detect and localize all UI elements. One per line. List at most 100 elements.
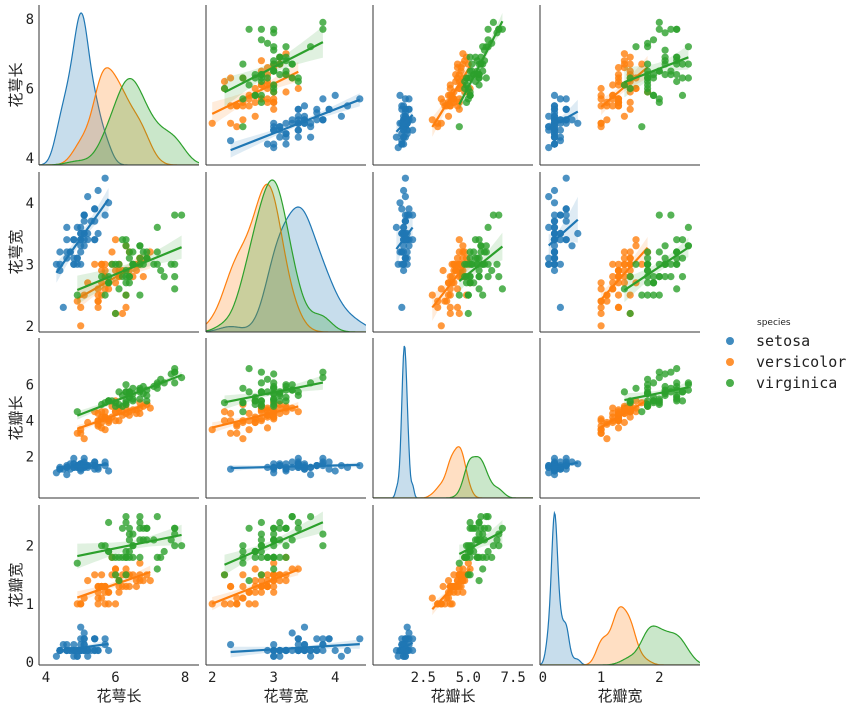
point-setosa-36 — [94, 229, 102, 238]
point-setosa-36 — [300, 102, 309, 110]
point-virginica-25 — [644, 248, 652, 256]
point-versicolor-29 — [597, 285, 605, 293]
point-setosa-48 — [401, 217, 409, 225]
point-virginica-7 — [488, 266, 496, 275]
point-virginica-30 — [484, 36, 492, 44]
regression-line-virginica — [76, 246, 183, 292]
point-setosa-32 — [84, 193, 92, 201]
point-versicolor-9 — [444, 577, 453, 585]
point-versicolor-35 — [294, 408, 302, 416]
point-versicolor-17 — [251, 600, 259, 608]
kde-line-virginica — [39, 78, 199, 165]
point-setosa-37 — [73, 223, 81, 231]
x-tick-label: 2 — [208, 670, 216, 686]
point-virginica-8 — [239, 384, 247, 392]
regression-line-setosa — [55, 198, 110, 274]
point-virginica-49 — [108, 553, 116, 562]
point-setosa-47 — [282, 133, 290, 141]
point-virginica-5 — [493, 536, 501, 544]
point-virginica-5 — [661, 370, 669, 378]
panel-plot-area — [545, 18, 693, 152]
point-virginica-22 — [257, 368, 265, 376]
panel-r2-c0 — [38, 338, 199, 499]
kde-fill-virginica — [206, 180, 366, 332]
point-virginica-38 — [644, 402, 652, 410]
regression-line-virginica — [458, 245, 504, 282]
point-versicolor-29 — [245, 426, 253, 434]
point-virginica-40 — [276, 518, 284, 527]
point-virginica-18 — [245, 524, 253, 532]
x-axis-label: 花瓣宽 — [597, 687, 642, 705]
point-virginica-29 — [270, 43, 278, 51]
point-setosa-31 — [294, 635, 302, 643]
point-virginica-6 — [239, 559, 247, 567]
point-setosa-32 — [337, 652, 345, 660]
point-setosa-44 — [562, 211, 570, 219]
point-setosa-13 — [545, 260, 553, 268]
point-setosa-14 — [396, 91, 404, 99]
point-setosa-34 — [276, 123, 284, 131]
point-setosa-24 — [409, 236, 417, 244]
point-virginica-23 — [251, 553, 259, 562]
point-setosa-22 — [392, 223, 400, 231]
regression-line-versicolor — [600, 246, 649, 301]
point-versicolor-0 — [620, 50, 629, 58]
point-virginica-17 — [319, 25, 327, 33]
point-versicolor-32 — [251, 418, 259, 427]
point-setosa-3 — [276, 133, 284, 141]
point-virginica-18 — [498, 524, 506, 532]
point-virginica-41 — [276, 524, 284, 532]
point-virginica-22 — [171, 542, 179, 550]
point-setosa-34 — [73, 254, 81, 262]
point-virginica-22 — [655, 368, 663, 376]
point-setosa-47 — [400, 248, 408, 256]
point-setosa-23 — [288, 629, 296, 637]
point-setosa-43 — [77, 623, 85, 631]
regression-line-versicolor — [211, 405, 299, 429]
point-virginica-31 — [655, 211, 663, 219]
point-setosa-18 — [405, 95, 413, 103]
point-virginica-19 — [626, 84, 634, 93]
point-virginica-47 — [129, 395, 137, 403]
point-setosa-40 — [300, 465, 309, 473]
point-setosa-47 — [550, 248, 559, 256]
point-versicolor-30 — [94, 594, 102, 602]
point-versicolor-15 — [620, 254, 629, 262]
point-versicolor-31 — [233, 600, 241, 608]
point-setosa-14 — [550, 199, 559, 207]
legend-marker-versicolor — [726, 358, 734, 366]
point-setosa-42 — [282, 140, 290, 148]
point-versicolor-48 — [603, 291, 611, 299]
point-virginica-31 — [655, 18, 663, 26]
panel-r0-c0 — [38, 5, 199, 166]
point-versicolor-35 — [294, 84, 302, 93]
kde-fill-versicolor — [373, 446, 533, 498]
point-versicolor-45 — [270, 413, 278, 421]
point-setosa-33 — [94, 186, 102, 195]
regression-line-setosa — [547, 218, 579, 247]
point-setosa-15 — [101, 174, 109, 182]
point-versicolor-48 — [428, 291, 436, 299]
point-virginica-9 — [484, 513, 492, 521]
panel-r3-c1 — [205, 505, 366, 666]
point-versicolor-8 — [132, 266, 140, 275]
point-versicolor-22 — [626, 291, 634, 299]
point-versicolor-39 — [239, 102, 247, 110]
point-virginica-13 — [239, 95, 247, 103]
kde-fill-setosa — [373, 346, 533, 498]
point-virginica-22 — [171, 368, 179, 376]
point-virginica-15 — [673, 71, 681, 79]
point-virginica-6 — [455, 559, 463, 567]
point-virginica-2 — [661, 46, 669, 54]
point-virginica-34 — [115, 577, 123, 585]
legend-label-virginica: virginica — [756, 374, 837, 392]
point-versicolor-45 — [450, 260, 458, 268]
panel-r1-c0 — [38, 172, 199, 333]
point-versicolor-26 — [620, 57, 629, 65]
point-virginica-7 — [263, 375, 272, 383]
point-virginica-18 — [673, 285, 681, 293]
point-setosa-23 — [288, 458, 296, 466]
point-setosa-49 — [400, 242, 408, 250]
point-setosa-45 — [70, 260, 78, 268]
panel-r2-c3 — [539, 338, 700, 499]
